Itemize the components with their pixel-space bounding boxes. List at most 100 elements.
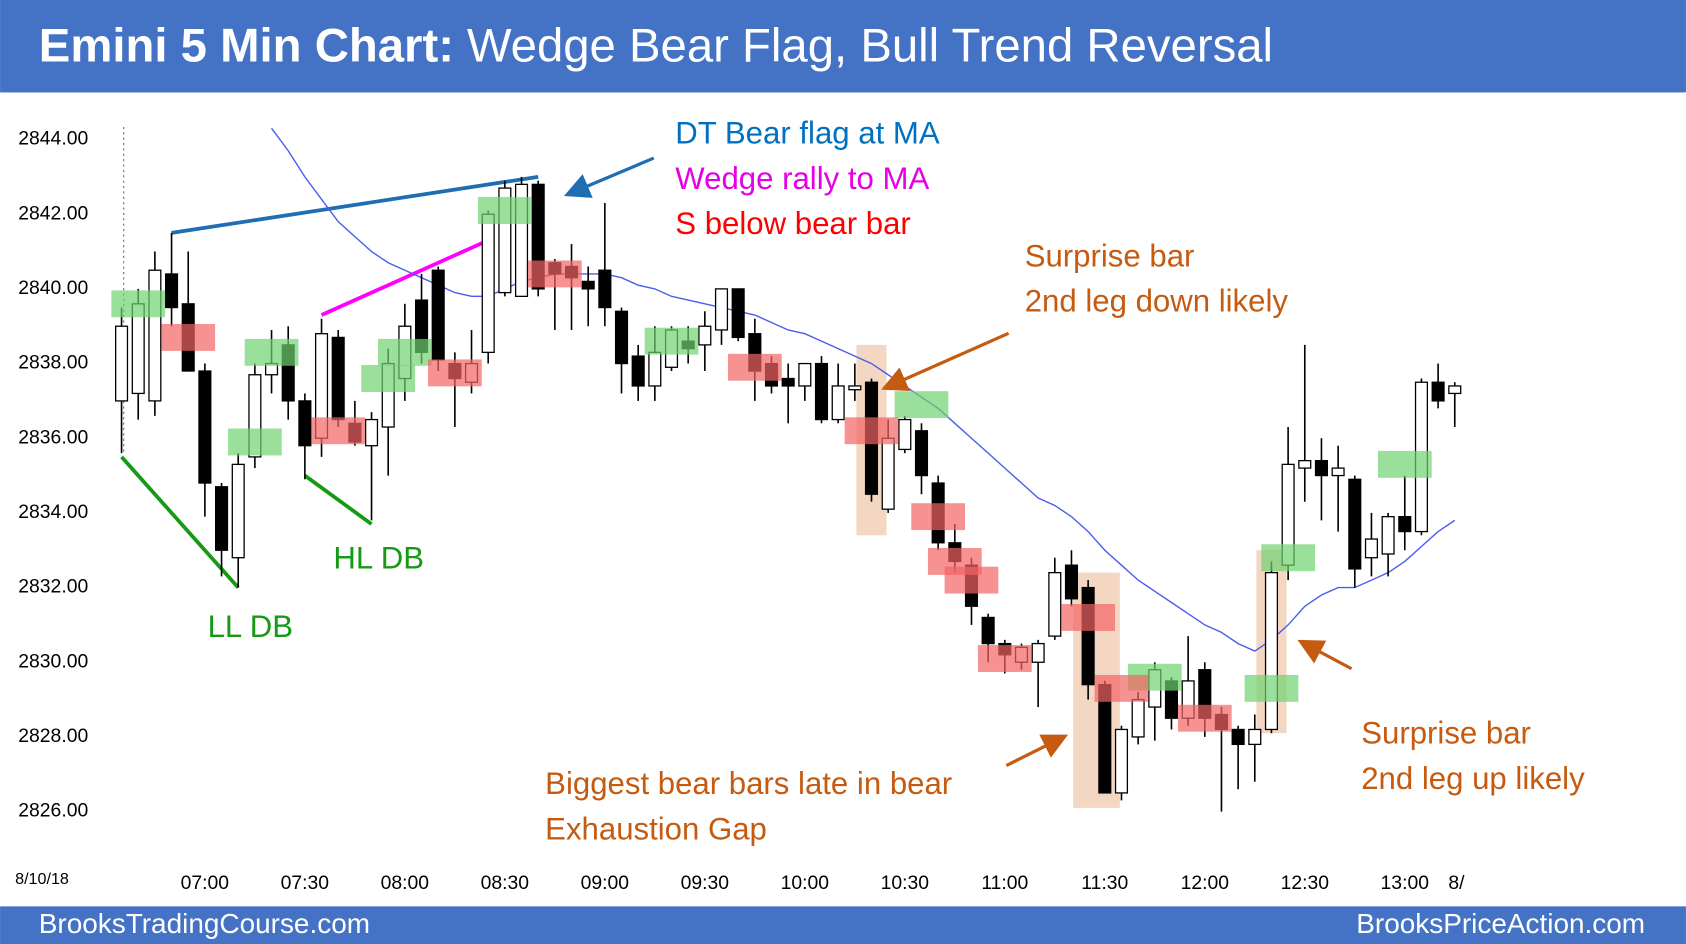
subtitle: Wedge Bear Flag, Bull Trend Reversal (467, 19, 1273, 72)
y-tick-label: 2838.00 (18, 352, 88, 374)
annotation: Surprise bar (1025, 238, 1195, 273)
candle-body (1048, 571, 1062, 637)
candle-body (1448, 385, 1462, 395)
candle-body (1314, 459, 1329, 477)
candle-body (881, 437, 895, 510)
candle-body (731, 288, 745, 339)
candle-body (914, 430, 929, 477)
y-tick-label: 2826.00 (18, 800, 88, 822)
candle-body (1131, 698, 1145, 738)
candle-body (1381, 515, 1395, 555)
x-tick-label: 12:00 (1181, 872, 1229, 894)
annotation: LL DB (208, 609, 293, 644)
x-tick-label: 08:00 (381, 872, 429, 894)
y-tick-label: 2844.00 (18, 128, 88, 150)
arrow (1005, 734, 1069, 767)
trend-line (171, 175, 539, 235)
x-tick-label: 11:30 (1081, 872, 1128, 894)
candle-body (1264, 571, 1279, 731)
buy-box (361, 365, 416, 392)
x-tick-label: 07:00 (181, 872, 229, 894)
candle-body (498, 187, 512, 294)
sell-box (977, 645, 1032, 672)
buy-box (228, 428, 282, 456)
candle-body (1431, 381, 1445, 402)
trend-line (303, 474, 373, 526)
y-tick-label: 2830.00 (18, 650, 88, 672)
trend-line (120, 455, 240, 589)
trend-line (320, 238, 489, 317)
buy-box (1261, 544, 1315, 572)
x-tick-label: 12:30 (1281, 872, 1329, 894)
arrow (563, 156, 655, 198)
annotation: S below bear bar (675, 206, 911, 241)
date-label: 8/10/18 (15, 870, 69, 888)
footer-band (0, 906, 1686, 944)
plot: 2826.00 2828.00 2830.00 2832.00 2834.00 2836.… (18, 128, 1462, 894)
candle-body (531, 183, 545, 290)
buy-box (644, 327, 699, 355)
arrow (1297, 639, 1353, 671)
x-tick-label: 09:30 (681, 872, 729, 894)
candle-body (714, 288, 729, 331)
candle-body (1348, 478, 1362, 570)
candle-body (814, 362, 829, 421)
buy-box (244, 338, 299, 366)
candle-body (1248, 728, 1262, 746)
candle-body (214, 486, 229, 551)
candle-body (298, 400, 312, 447)
sell-box (1177, 704, 1232, 732)
x-tick-label: 11:00 (981, 872, 1028, 894)
candle-body (1298, 459, 1312, 469)
sell-box (844, 417, 899, 445)
candle-body (1114, 728, 1129, 794)
sell-box (161, 323, 216, 351)
x-tick-label: 08:30 (481, 872, 529, 894)
y-tick-label: 2836.00 (18, 426, 88, 448)
candle-body (248, 374, 262, 458)
annotation: Wedge rally to MA (675, 161, 929, 196)
candle-body (598, 269, 612, 309)
y-tick-label: 2832.00 (18, 576, 88, 598)
candle-body (148, 269, 162, 402)
y-tick-label: 2842.00 (18, 202, 88, 224)
candle-body (481, 213, 495, 354)
x-tick-label: 10:30 (881, 872, 929, 894)
candle-body (614, 310, 629, 365)
sell-box (911, 503, 966, 531)
candle-body (1064, 564, 1079, 600)
buy-box (111, 290, 166, 318)
sell-box (727, 353, 782, 381)
sell-box (944, 566, 999, 594)
candle-body (1231, 728, 1245, 746)
x-end-label: 8/ (1448, 872, 1465, 894)
x-tick-label: 09:00 (581, 872, 629, 894)
candle-body (1398, 515, 1412, 533)
header-band (0, 0, 1686, 93)
annotation: Biggest bear bars late in bear (545, 766, 952, 801)
x-tick-label: 07:30 (281, 872, 329, 894)
candle-body (431, 269, 445, 361)
annotation: HL DB (333, 540, 424, 575)
candle-body (514, 183, 529, 297)
x-tick-label: 13:00 (1381, 872, 1429, 894)
sell-box (1094, 674, 1149, 702)
arrow (881, 331, 1010, 392)
buy-box (894, 391, 949, 419)
candle-body (831, 385, 845, 421)
sell-box (1061, 604, 1116, 631)
candle-body (798, 362, 812, 387)
candle-body (648, 351, 662, 387)
candle-body (631, 355, 645, 387)
buy-box (477, 197, 532, 224)
candle-body (198, 370, 212, 484)
buy-box (377, 338, 432, 366)
candle-body (115, 325, 129, 402)
candle-body (848, 385, 862, 391)
sell-box (427, 359, 482, 387)
footer-right: BrooksPriceAction.com (1356, 908, 1645, 939)
candle-body (698, 325, 712, 346)
candle-body (581, 280, 595, 290)
candle-body (331, 336, 345, 421)
buy-box (1377, 450, 1432, 478)
